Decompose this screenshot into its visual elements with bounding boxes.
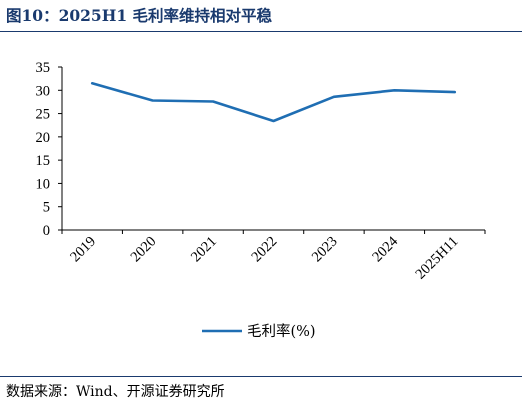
y-tick-label: 5 [43,200,50,216]
series-line [90,82,457,123]
y-axis-ticks: 0 5 10 15 20 25 30 35 [36,60,62,239]
series-group [90,82,457,123]
x-tick-label: 2024 [369,233,401,265]
y-tick-label: 25 [36,107,51,123]
x-tick-label: 2023 [309,234,341,266]
chart-axes [61,67,485,231]
y-tick-label: 35 [36,60,51,76]
y-tick-label: 10 [36,176,51,192]
x-axis-ticks: 2019 2020 2021 2022 2023 2024 2025H11 [61,230,486,283]
legend: 毛利率(%) [202,323,316,340]
source-divider [0,376,522,377]
x-tick-label: 2021 [188,234,220,266]
source-note: 数据来源：Wind、开源证券研究所 [6,384,225,400]
y-tick-label: 0 [43,223,50,239]
title-divider [0,31,522,32]
x-tick-label: 2022 [249,234,281,266]
x-tick-label: 2025H11 [413,234,462,283]
y-tick-label: 20 [36,130,51,146]
legend-label: 毛利率(%) [247,323,316,340]
y-tick-label: 30 [36,83,51,99]
chart-title: 图10：2025H1 毛利率维持相对平稳 [6,6,273,25]
x-tick-label: 2020 [128,234,160,266]
y-tick-label: 15 [36,153,51,169]
x-tick-label: 2019 [67,234,99,266]
